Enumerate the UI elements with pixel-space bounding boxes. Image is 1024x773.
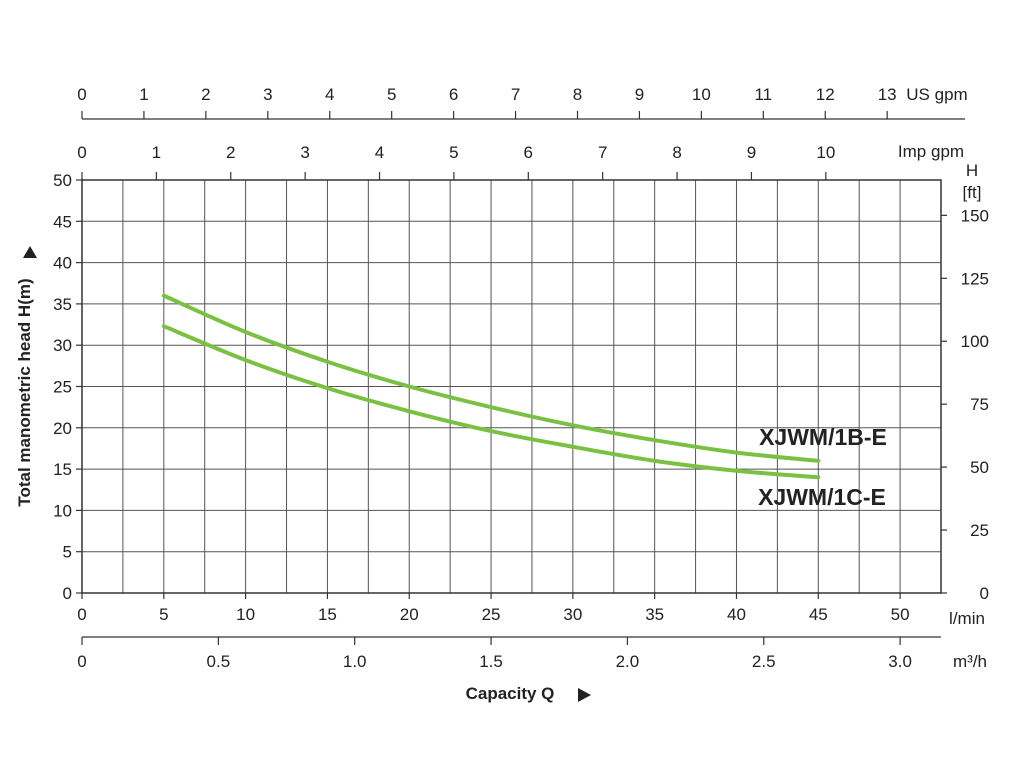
feet-axis-unit-bottom: [ft] (963, 183, 982, 202)
x-tick-label: 50 (891, 605, 910, 624)
us-gpm-tick-label: 3 (263, 85, 272, 104)
imp-gpm-tick-label: 10 (816, 143, 835, 162)
series-layer (161, 293, 821, 480)
us-gpm-tick-label: 8 (573, 85, 582, 104)
m3h-tick-label: 2.0 (616, 652, 640, 671)
feet-tick-label: 25 (970, 521, 989, 540)
x-axis-arrow-icon (578, 688, 591, 702)
series-line-xjwm-1c-e (161, 324, 821, 480)
m3h-tick-label: 1.0 (343, 652, 367, 671)
axes (76, 111, 965, 645)
y-tick-label: 20 (53, 419, 72, 438)
x-tick-label: 30 (563, 605, 582, 624)
y-tick-label: 50 (53, 171, 72, 190)
y-axis-title: Total manometric head H(m) (15, 278, 34, 506)
us-gpm-tick-label: 6 (449, 85, 458, 104)
y-axis-arrow-icon (23, 246, 37, 258)
imp-gpm-axis-unit: Imp gpm (898, 142, 964, 161)
imp-gpm-tick-label: 5 (449, 143, 458, 162)
y-tick-label: 45 (53, 212, 72, 231)
m3h-axis-unit: m³/h (953, 652, 987, 671)
x-tick-label: 15 (318, 605, 337, 624)
us-gpm-tick-label: 12 (816, 85, 835, 104)
imp-gpm-tick-label: 4 (375, 143, 384, 162)
imp-gpm-tick-label: 3 (300, 143, 309, 162)
us-gpm-tick-label: 13 (878, 85, 897, 104)
m3h-tick-label: 0.5 (207, 652, 231, 671)
x-tick-label: 40 (727, 605, 746, 624)
y-tick-label: 40 (53, 254, 72, 273)
series-line-xjwm-1b-e (161, 293, 821, 463)
x-tick-label: 5 (159, 605, 168, 624)
x-tick-label: 10 (236, 605, 255, 624)
m3h-tick-label: 3.0 (888, 652, 912, 671)
feet-tick-label: 0 (980, 584, 989, 603)
m3h-tick-label: 0 (77, 652, 86, 671)
x-tick-label: 20 (400, 605, 419, 624)
y-tick-label: 10 (53, 501, 72, 520)
imp-gpm-tick-label: 6 (524, 143, 533, 162)
us-gpm-tick-label: 5 (387, 85, 396, 104)
x-tick-label: 35 (645, 605, 664, 624)
feet-tick-label: 50 (970, 458, 989, 477)
x-tick-label: 25 (482, 605, 501, 624)
grid (82, 180, 941, 593)
series-label: XJWM/1B-E (759, 424, 887, 450)
us-gpm-tick-label: 1 (139, 85, 148, 104)
us-gpm-tick-label: 11 (754, 85, 772, 104)
us-gpm-tick-label: 9 (635, 85, 644, 104)
us-gpm-tick-label: 7 (511, 85, 520, 104)
x-axis-unit: l/min (949, 609, 985, 628)
us-gpm-axis-unit: US gpm (906, 85, 967, 104)
feet-axis-unit-top: H (966, 161, 978, 180)
y-tick-label: 15 (53, 460, 72, 479)
imp-gpm-tick-label: 7 (598, 143, 607, 162)
m3h-tick-label: 2.5 (752, 652, 776, 671)
x-tick-label: 0 (77, 605, 86, 624)
us-gpm-tick-label: 4 (325, 85, 334, 104)
y-tick-label: 5 (63, 543, 72, 562)
feet-tick-label: 125 (961, 269, 989, 288)
y-tick-label: 25 (53, 378, 72, 397)
us-gpm-tick-label: 0 (77, 85, 86, 104)
x-tick-label: 45 (809, 605, 828, 624)
m3h-tick-label: 1.5 (479, 652, 503, 671)
imp-gpm-tick-label: 9 (747, 143, 756, 162)
us-gpm-tick-label: 10 (692, 85, 711, 104)
x-axis-title: Capacity Q (466, 684, 555, 703)
imp-gpm-tick-label: 8 (672, 143, 681, 162)
y-tick-label: 35 (53, 295, 72, 314)
y-tick-label: 30 (53, 336, 72, 355)
y-tick-label: 0 (63, 584, 72, 603)
feet-tick-label: 75 (970, 395, 989, 414)
feet-tick-label: 150 (961, 206, 989, 225)
imp-gpm-tick-label: 0 (77, 143, 86, 162)
feet-tick-label: 100 (961, 332, 989, 351)
imp-gpm-tick-label: 1 (152, 143, 161, 162)
series-label: XJWM/1C-E (758, 484, 886, 510)
imp-gpm-tick-label: 2 (226, 143, 235, 162)
us-gpm-tick-label: 2 (201, 85, 210, 104)
